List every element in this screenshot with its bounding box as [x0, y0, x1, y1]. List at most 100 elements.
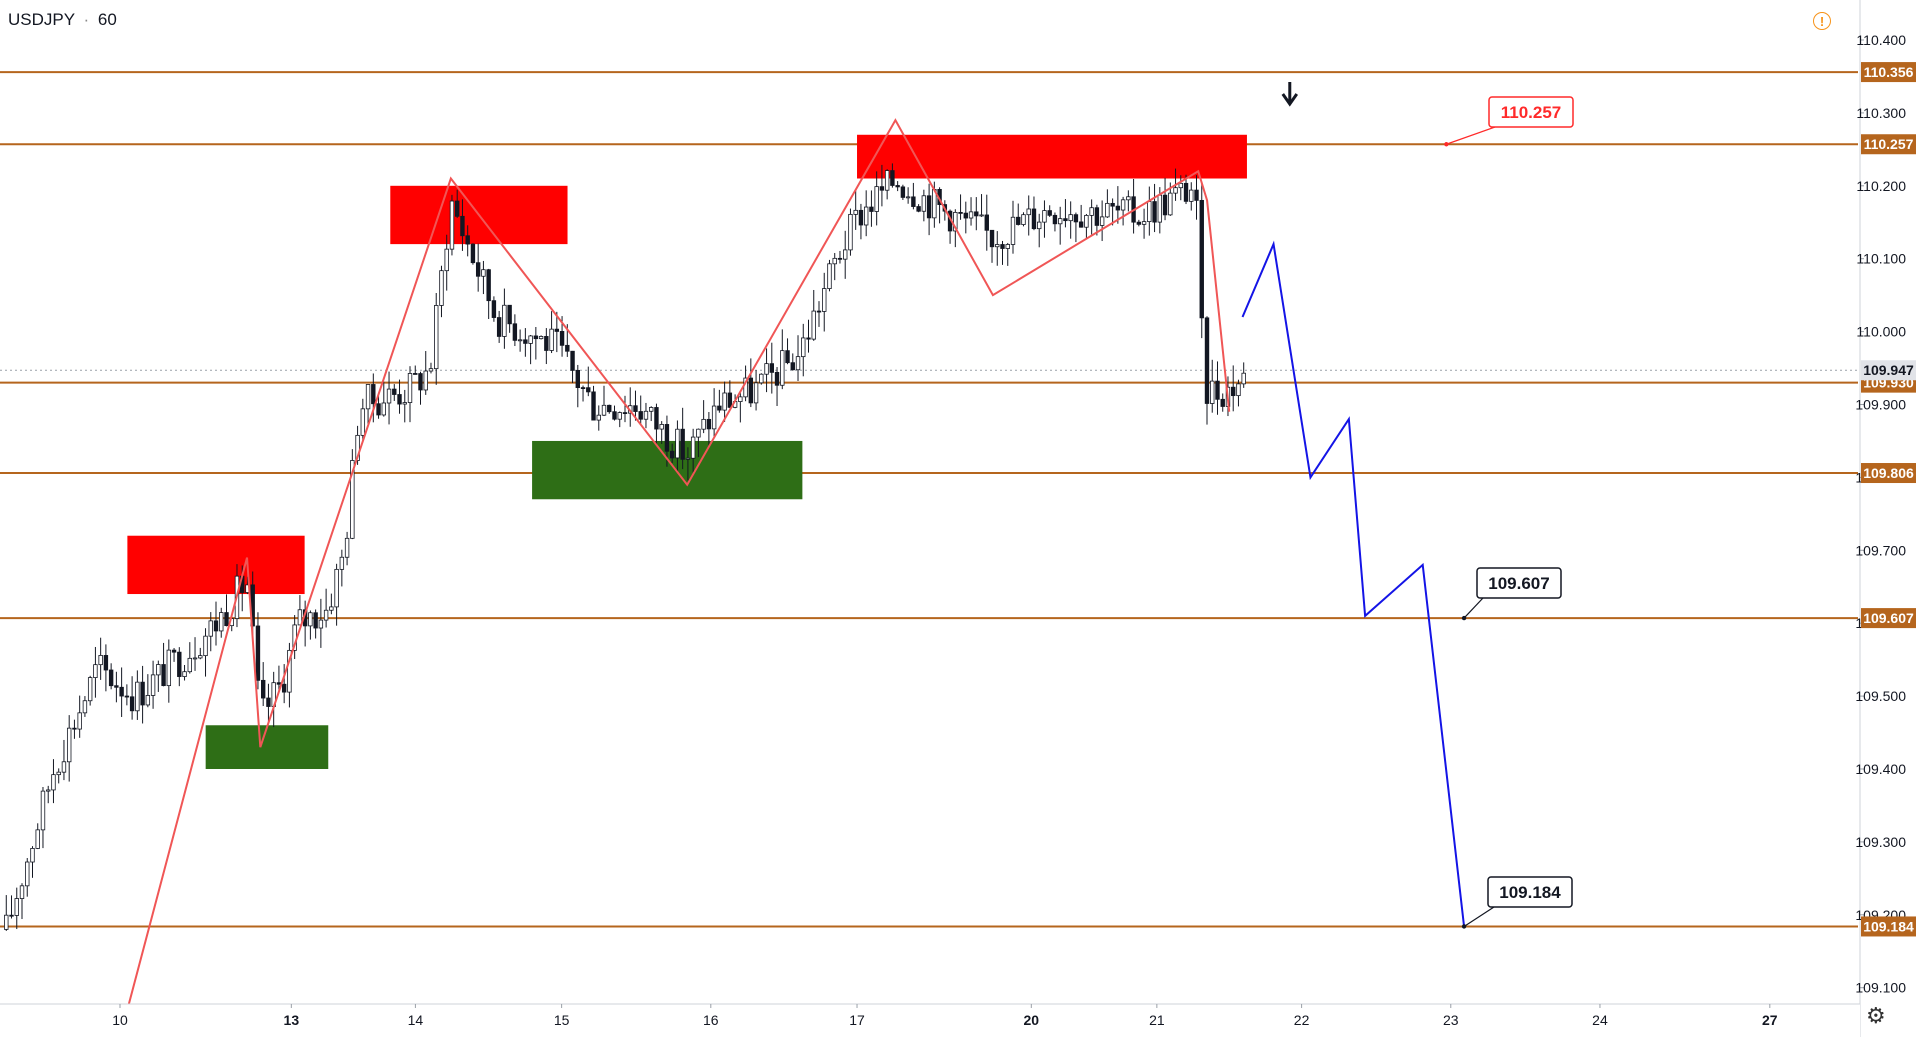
time-tick-label: 14	[408, 1012, 424, 1028]
time-tick-label: 17	[849, 1012, 865, 1028]
arrow-down-icon	[1281, 82, 1299, 107]
candle-body	[140, 681, 145, 706]
interval: 60	[97, 10, 117, 29]
candle-body	[1189, 189, 1194, 202]
candle-body	[1073, 214, 1079, 223]
candle-body	[502, 304, 507, 337]
candle-body	[156, 664, 161, 676]
candle-body	[30, 848, 35, 863]
candle-body	[711, 405, 717, 430]
candle-body	[460, 215, 465, 237]
gear-icon[interactable]: ⚙	[1866, 1003, 1886, 1028]
candle-body	[376, 403, 381, 416]
candle-body	[171, 649, 177, 653]
candle-body	[224, 612, 229, 627]
candle-body	[659, 424, 664, 430]
candle-body	[381, 402, 386, 416]
time-tick-label: 10	[112, 1012, 128, 1028]
candle-body	[769, 363, 775, 373]
callout-box	[1487, 876, 1573, 908]
candle-body	[722, 392, 727, 411]
level-price-tag-bg	[1861, 134, 1916, 155]
price-tick-label: 110.300	[1856, 105, 1906, 121]
candle-body	[1078, 221, 1084, 228]
symbol-label[interactable]: USDJPY · 60	[8, 10, 117, 30]
resistance-zone	[857, 134, 1247, 179]
time-tick-label: 13	[284, 1012, 300, 1028]
candle-body	[1136, 221, 1142, 225]
candle-body	[323, 609, 329, 621]
candle-body	[297, 609, 303, 626]
candle-body	[559, 331, 565, 346]
candle-body	[177, 651, 182, 677]
candle-body	[1057, 218, 1063, 225]
zigzag-line	[126, 118, 1231, 1010]
price-tick-label: 109.100	[1855, 980, 1906, 996]
candle-body	[874, 186, 879, 212]
candle-body	[25, 861, 30, 887]
candle-body	[213, 620, 219, 632]
price-zones	[127, 134, 1247, 769]
candle-body	[1204, 317, 1210, 404]
candle-body	[848, 213, 853, 251]
candle-body	[413, 373, 418, 375]
candle-body	[350, 460, 355, 539]
candle-body	[690, 436, 696, 459]
callout-pointer	[1446, 126, 1496, 145]
candle-body	[9, 914, 14, 917]
candle-body	[344, 537, 350, 558]
candle-body	[827, 263, 832, 289]
candle-body	[119, 686, 124, 697]
candle-body	[596, 414, 601, 421]
candle-body	[124, 695, 130, 698]
candle-body	[51, 774, 56, 791]
candle-body	[795, 356, 801, 371]
candle-body	[512, 323, 518, 341]
candle-body	[35, 829, 40, 849]
time-tick-label: 23	[1443, 1012, 1459, 1028]
candle-body	[1016, 216, 1021, 225]
candle-body	[989, 229, 995, 248]
candle-body	[14, 898, 19, 916]
callout-pointer	[1463, 906, 1495, 927]
candle-body	[984, 214, 989, 231]
candle-body	[1042, 210, 1047, 223]
arrow-head	[1281, 93, 1299, 107]
candle-body	[863, 206, 869, 226]
candle-body	[219, 612, 224, 632]
candle-body	[1194, 189, 1199, 201]
candle-body	[150, 674, 156, 696]
candle-body	[963, 212, 969, 219]
candle-body	[816, 310, 822, 313]
price-tick-label: 110.000	[1856, 324, 1906, 340]
candle-body	[853, 209, 858, 215]
symbol-name: USDJPY	[8, 10, 75, 29]
candle-body	[884, 170, 890, 191]
candle-body	[46, 789, 51, 792]
candle-body	[979, 214, 984, 217]
projection-line	[1241, 240, 1466, 927]
candle-body	[654, 407, 659, 430]
candle-body	[701, 418, 706, 430]
candle-body	[785, 350, 790, 364]
candle-body	[570, 350, 575, 371]
candle-body	[287, 649, 292, 693]
candle-body	[1021, 214, 1026, 225]
candle-body	[281, 683, 287, 693]
candle-body	[727, 392, 733, 408]
candle-body	[612, 411, 617, 420]
alert-circle-icon[interactable]: !	[1813, 12, 1831, 30]
candle-body	[355, 434, 360, 461]
candle-body	[759, 373, 764, 384]
candle-body	[879, 186, 885, 191]
level-price-tag: 110.356	[1864, 64, 1914, 80]
candle-body	[696, 428, 701, 438]
candle-body	[203, 635, 208, 657]
candle-body	[129, 696, 135, 712]
candle-body	[622, 412, 628, 414]
level-price-tag-bg	[1861, 463, 1916, 484]
projection-path	[1241, 240, 1466, 927]
candle-body	[313, 612, 318, 629]
